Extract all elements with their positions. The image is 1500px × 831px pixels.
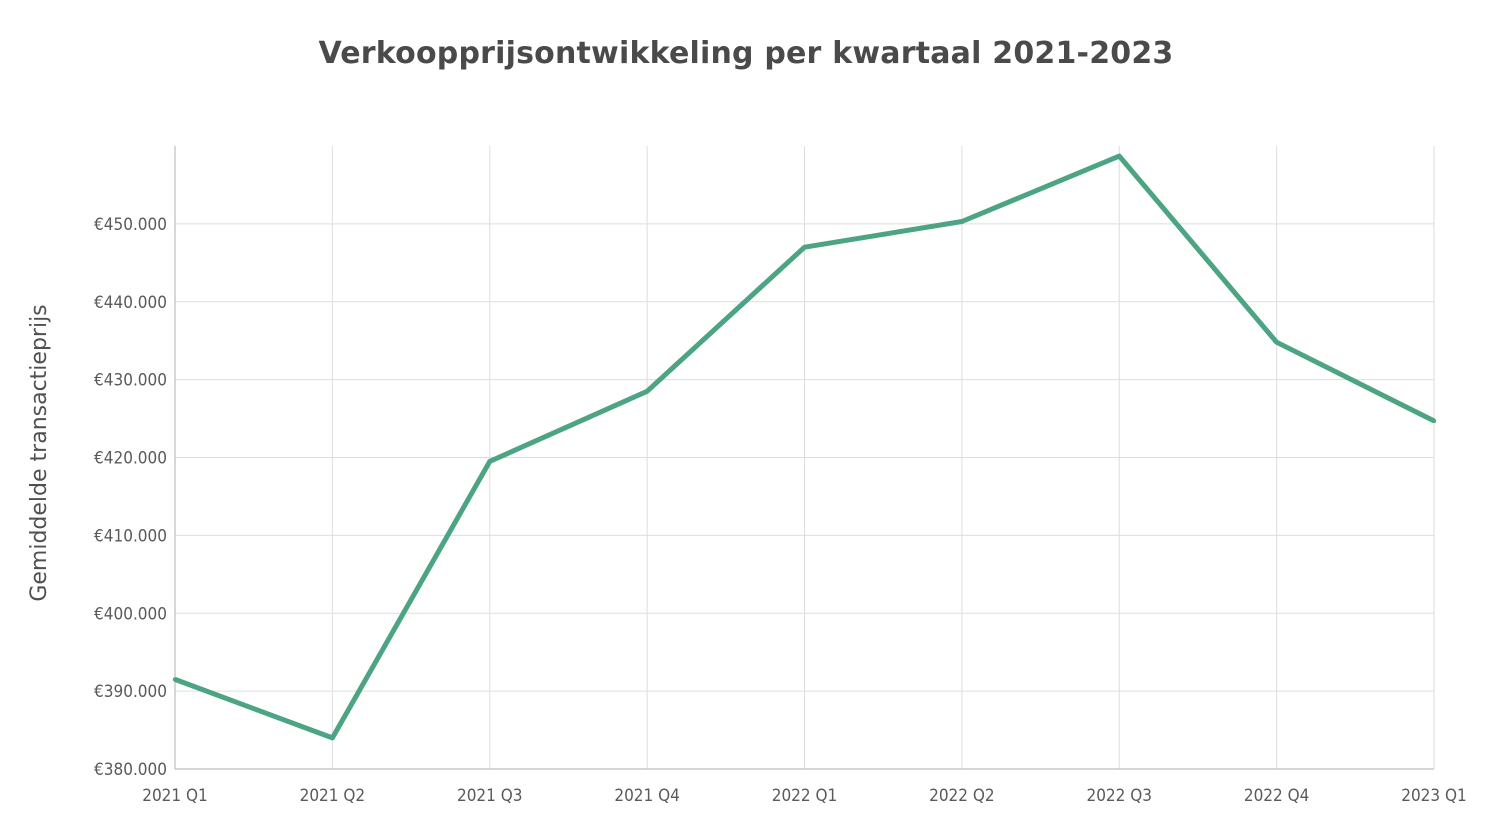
x-tick-label: 2022 Q3	[1086, 786, 1152, 806]
horizontal-gridlines	[175, 223, 1434, 692]
x-tick-label: 2023 Q1	[1401, 786, 1467, 806]
y-tick-label: €440.000	[94, 293, 167, 313]
data-point	[172, 677, 178, 682]
data-point	[1117, 153, 1122, 159]
y-tick-label: €380.000	[94, 760, 167, 780]
data-point	[1274, 340, 1279, 345]
data-point	[1431, 418, 1437, 424]
y-tick-label: €450.000	[94, 215, 167, 235]
x-tick-label: 2021 Q2	[300, 786, 366, 806]
data-point	[802, 245, 807, 250]
x-tick-label: 2022 Q1	[772, 786, 838, 806]
axes	[174, 146, 1434, 770]
data-point	[330, 735, 335, 741]
data-point	[959, 219, 965, 224]
x-tick-label: 2022 Q2	[929, 786, 995, 806]
series-layer	[172, 153, 1437, 741]
y-axis-title: Gemiddelde transactieprijs	[27, 304, 52, 601]
y-tick-label: €400.000	[94, 604, 167, 624]
y-tick-labels: €380.000 €390.000 €400.000 €410.000 €420.000…	[94, 215, 167, 780]
chart-title: Verkoopprijsontwikkeling per kwartaal 20…	[318, 36, 1174, 71]
x-tick-label: 2021 Q1	[142, 786, 208, 806]
y-tick-label: €420.000	[94, 449, 167, 469]
data-point	[644, 389, 650, 394]
data-point	[487, 459, 492, 464]
x-tick-label: 2021 Q3	[457, 786, 523, 806]
x-tick-label: 2021 Q4	[614, 786, 680, 806]
y-tick-label: €390.000	[94, 682, 167, 702]
x-tick-labels: 2021 Q1 2021 Q2 2021 Q3 2021 Q4 2022 Q1 2022 …	[142, 786, 1467, 806]
y-tick-label: €430.000	[94, 371, 167, 391]
x-tick-label: 2022 Q4	[1244, 786, 1310, 806]
y-tick-label: €410.000	[94, 526, 167, 546]
